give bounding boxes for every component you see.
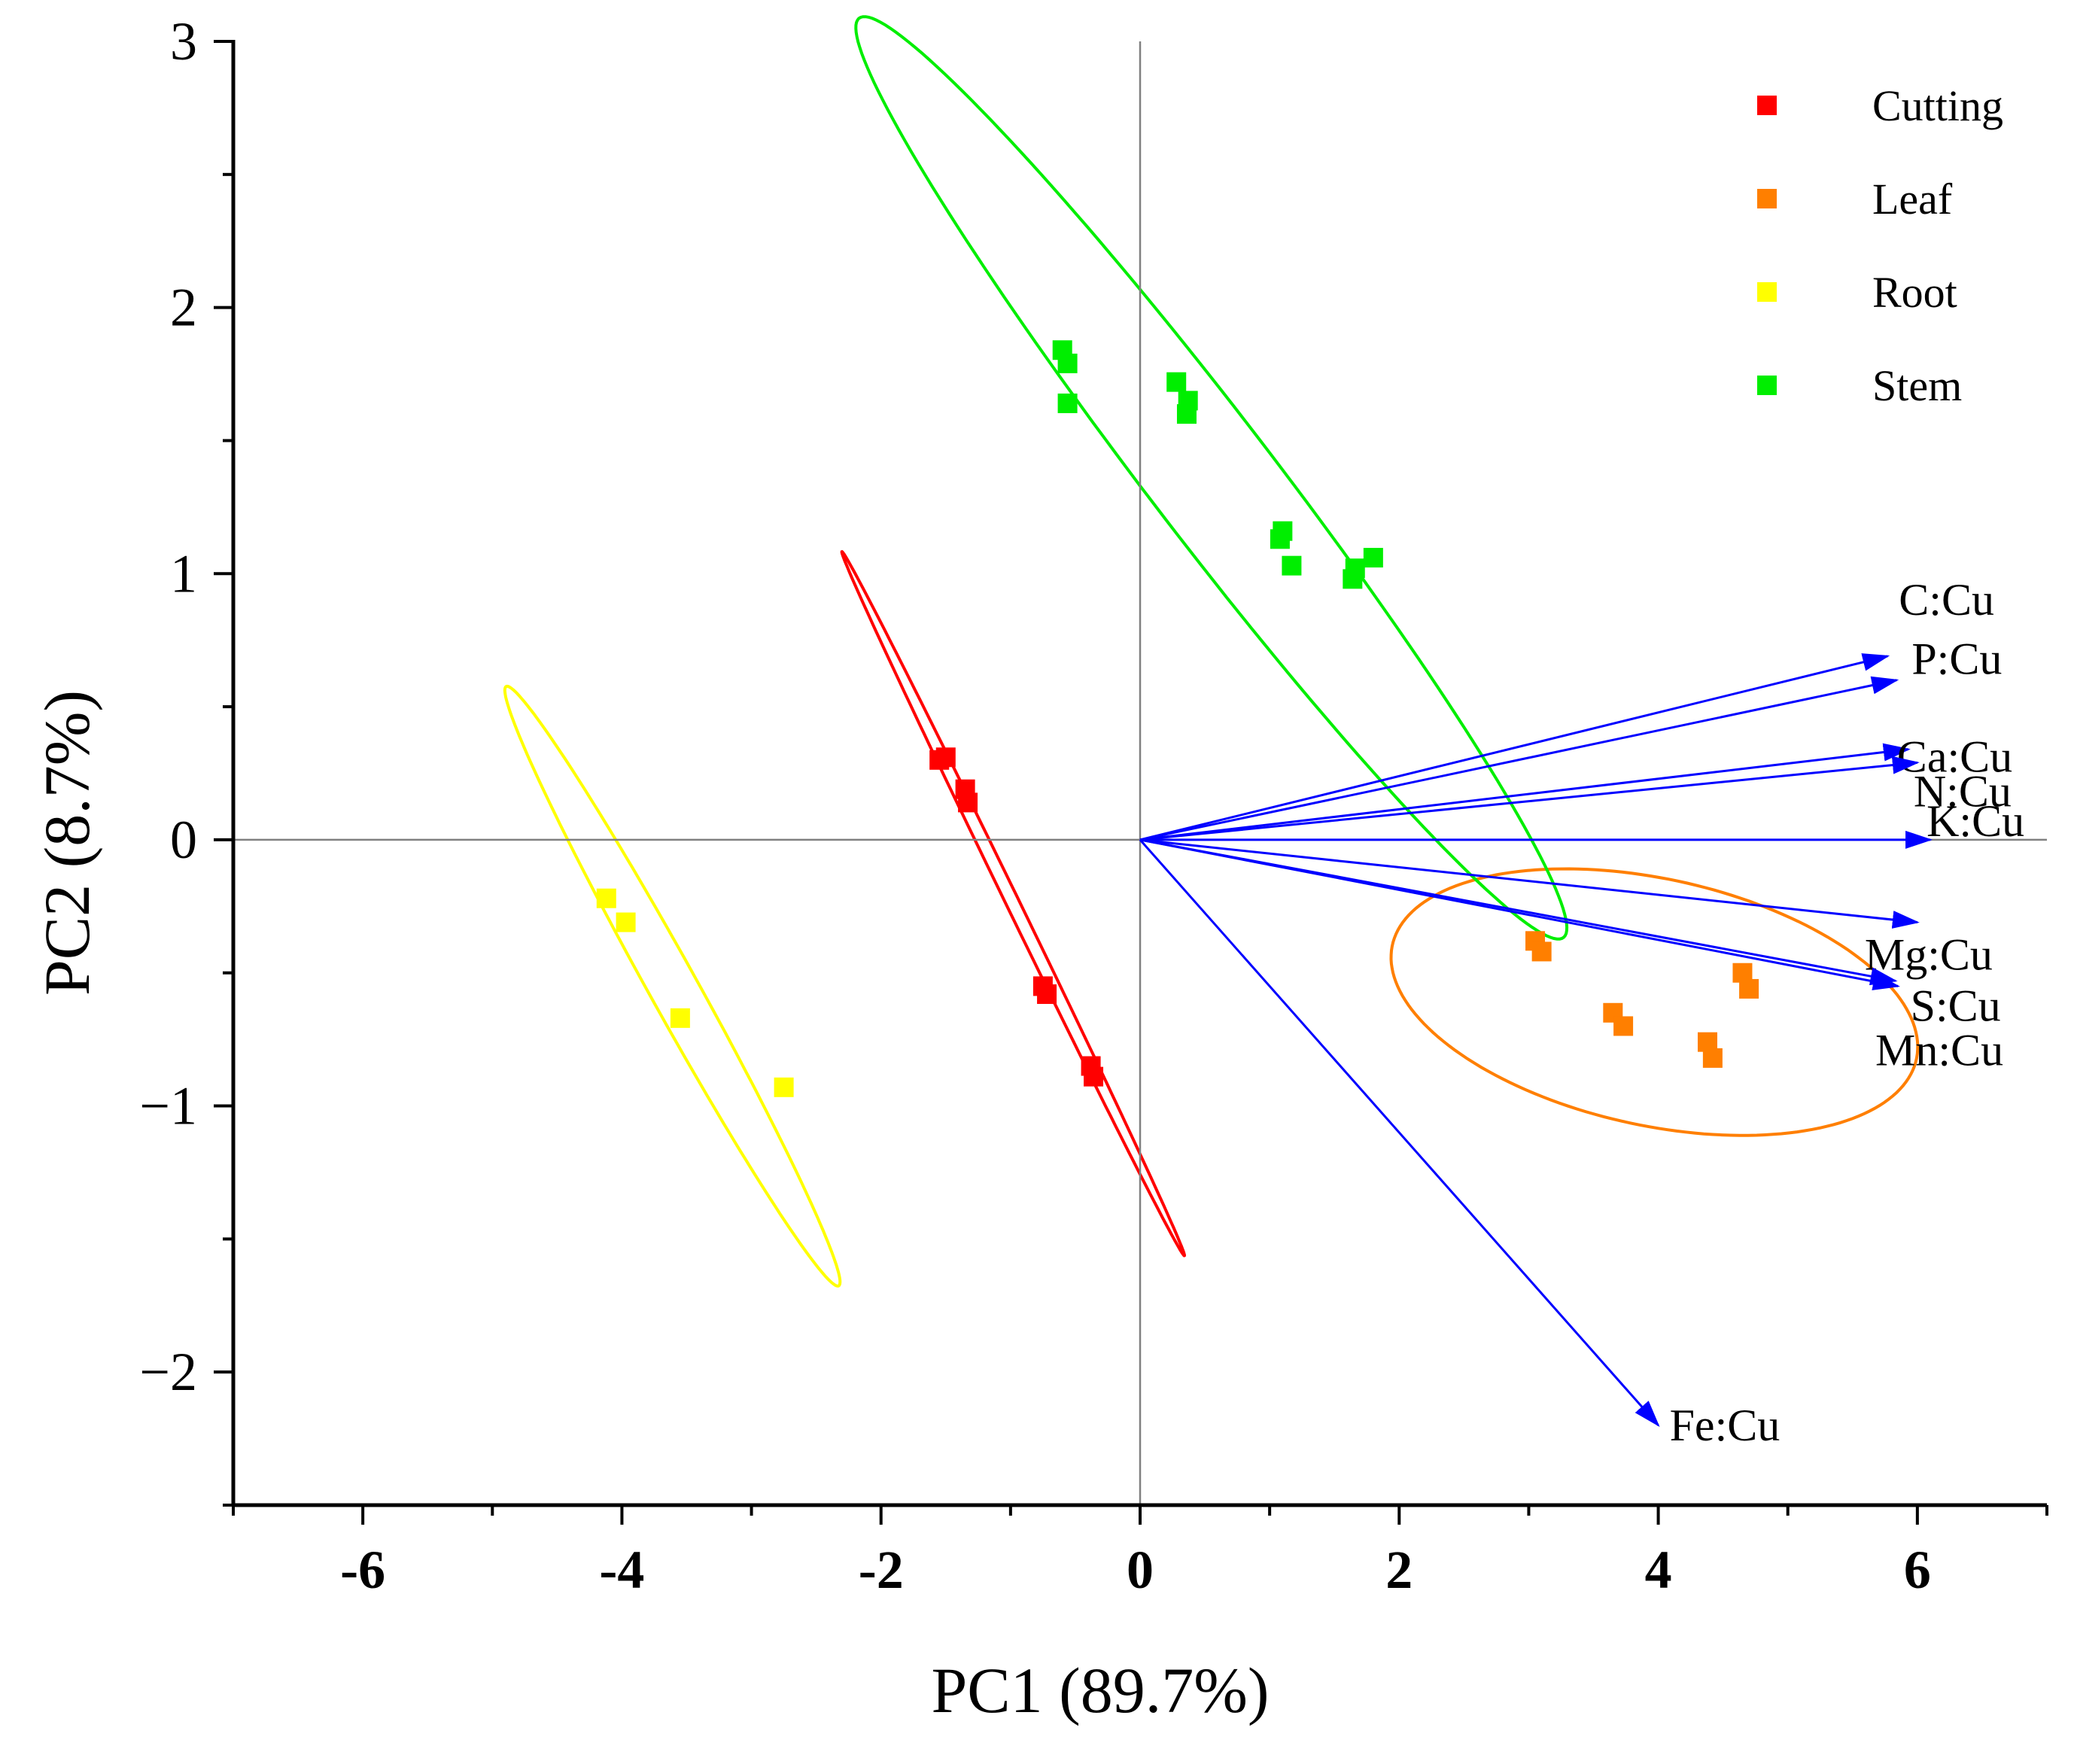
loading-label-mn-cu: Mn:Cu <box>1875 1025 2003 1075</box>
x-tick-label: 6 <box>1904 1540 1931 1600</box>
legend-swatch-cutting <box>1757 96 1777 115</box>
loading-mn-cu: Mn:Cu <box>1139 838 2003 1075</box>
score-points <box>596 340 1759 1097</box>
loading-label-n-cu: N:Cu <box>1914 766 2012 816</box>
x-axis-title: PC1 (89.7%) <box>931 1654 1269 1726</box>
ellipse-leaf <box>1389 867 1920 1137</box>
point-leaf <box>1531 941 1552 962</box>
legend-item-leaf: Leaf <box>1757 175 1953 224</box>
legend-swatch-stem <box>1757 376 1777 395</box>
y-axis-ticks: −2 −1 0 1 2 3 <box>139 11 233 1507</box>
x-tick-label: -4 <box>599 1540 644 1600</box>
loading-arrow-c-cu <box>1139 653 1890 841</box>
loading-fe-cu: Fe:Cu <box>1139 838 1781 1450</box>
point-stem <box>1166 372 1187 392</box>
y-tick-label: −2 <box>139 1342 197 1402</box>
ellipse-stem <box>854 15 1569 941</box>
point-leaf <box>1613 1016 1634 1036</box>
legend-item-stem: Stem <box>1757 361 1962 410</box>
x-axis-ticks: -6 -4 -2 0 2 4 6 <box>232 1505 2048 1600</box>
point-stem <box>1273 521 1293 541</box>
legend-label-stem: Stem <box>1872 361 1962 410</box>
point-stem <box>1057 393 1078 413</box>
loading-arrow-mn-cu <box>1139 838 1900 990</box>
x-tick-label: 4 <box>1645 1540 1672 1600</box>
legend-item-cutting: Cutting <box>1757 81 2003 130</box>
y-tick-label: 0 <box>170 810 197 870</box>
point-root <box>596 888 616 908</box>
legend-swatch-root <box>1757 282 1777 302</box>
legend-label-root: Root <box>1872 268 1957 317</box>
point-cutting <box>1084 1066 1104 1087</box>
point-cutting <box>1037 984 1057 1005</box>
x-tick-label: -2 <box>859 1540 904 1600</box>
loading-label-s-cu: S:Cu <box>1911 981 2001 1030</box>
legend-label-cutting: Cutting <box>1872 81 2003 130</box>
x-tick-label: 2 <box>1385 1540 1413 1600</box>
reference-lines <box>233 41 2047 1505</box>
confidence-ellipses <box>503 15 1920 1288</box>
y-tick-label: 3 <box>170 11 197 71</box>
loading-label-p-cu: P:Cu <box>1911 634 2002 684</box>
legend: Cutting Leaf Root Stem <box>1757 81 2003 410</box>
y-axis-title: PC2 (8.7%) <box>31 690 103 996</box>
y-tick-label: 2 <box>170 278 197 338</box>
loading-label-c-cu: C:Cu <box>1899 575 1994 625</box>
loading-arrow-ca-cu <box>1139 743 1911 841</box>
y-tick-label: 1 <box>170 543 197 604</box>
x-tick-label: 0 <box>1127 1540 1154 1600</box>
point-root <box>616 912 636 932</box>
loading-arrow-p-cu <box>1139 676 1899 841</box>
point-stem <box>1363 548 1383 568</box>
point-cutting <box>935 747 956 768</box>
legend-swatch-leaf <box>1757 189 1777 208</box>
loading-label-k-cu: K:Cu <box>1927 796 2024 846</box>
loading-label-fe-cu: Fe:Cu <box>1670 1401 1781 1450</box>
ellipse-root <box>503 684 842 1288</box>
loading-p-cu: P:Cu <box>1139 634 2002 841</box>
legend-item-root: Root <box>1757 268 1957 317</box>
loading-n-cu: N:Cu <box>1139 756 2012 841</box>
point-leaf <box>1739 978 1759 999</box>
point-stem <box>1345 558 1365 579</box>
loading-arrow-mg-cu <box>1139 838 1920 929</box>
legend-label-leaf: Leaf <box>1872 175 1953 224</box>
loading-arrow-n-cu <box>1139 756 1920 841</box>
ellipse-cutting <box>840 549 1187 1258</box>
point-leaf <box>1702 1048 1723 1068</box>
point-stem <box>1282 555 1302 576</box>
loading-arrow-fe-cu <box>1139 838 1660 1428</box>
point-cutting <box>958 792 978 813</box>
point-root <box>670 1008 690 1028</box>
loading-k-cu: K:Cu <box>1140 796 2024 849</box>
loading-mg-cu: Mg:Cu <box>1139 838 1993 980</box>
x-tick-label: -6 <box>340 1540 385 1600</box>
loading-label-mg-cu: Mg:Cu <box>1865 930 1993 980</box>
point-stem <box>1057 353 1078 373</box>
loading-c-cu: C:Cu <box>1139 575 1994 841</box>
point-root <box>774 1077 794 1097</box>
point-stem <box>1176 404 1197 424</box>
y-tick-label: −1 <box>139 1076 197 1136</box>
